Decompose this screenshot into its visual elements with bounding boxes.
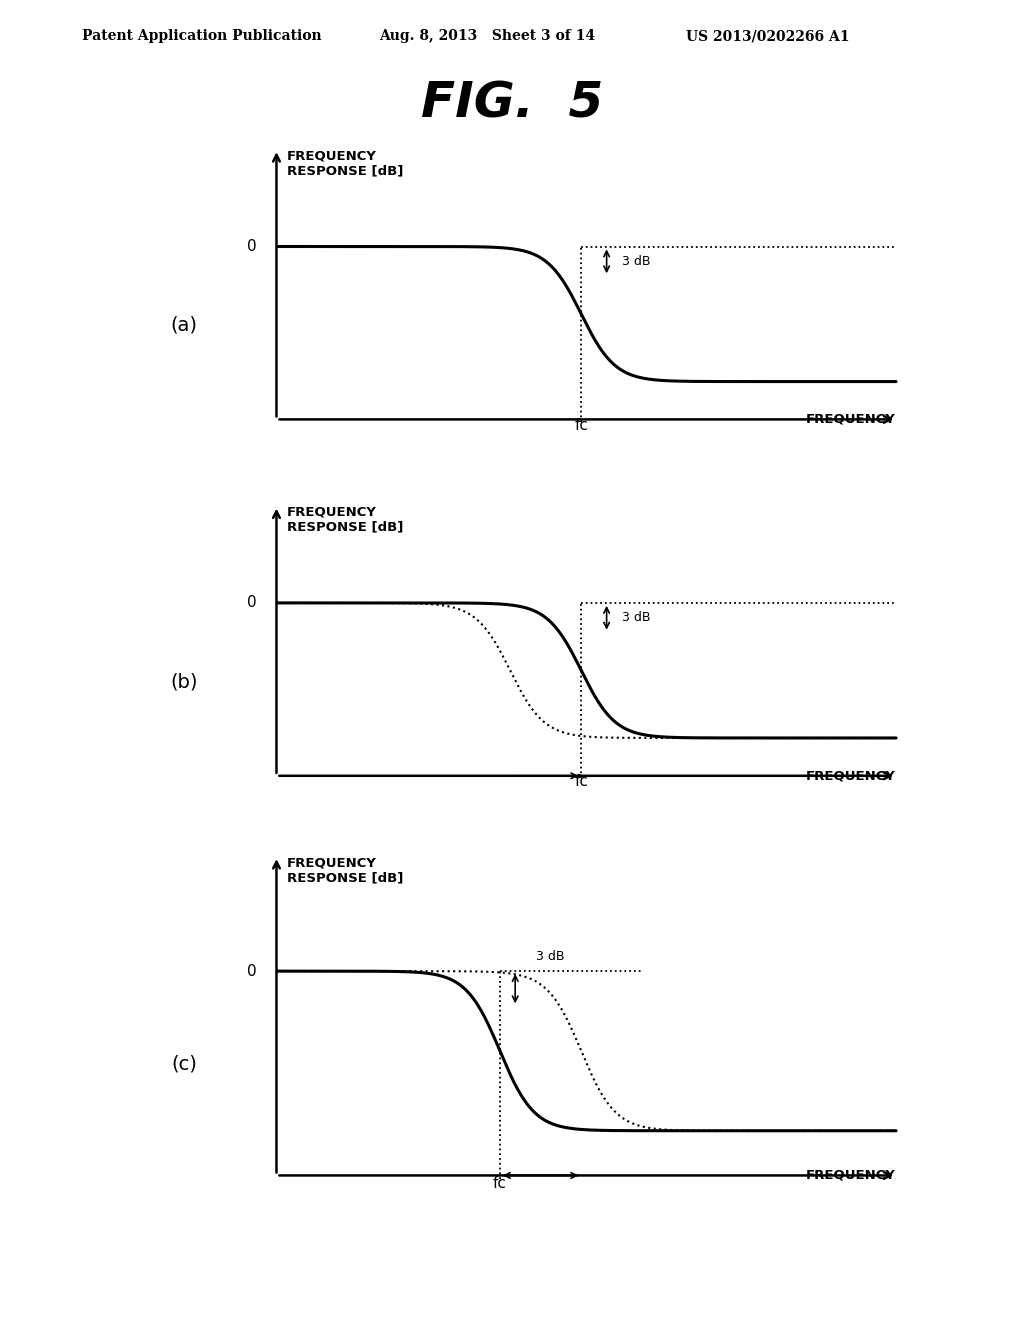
Text: 0: 0 — [247, 964, 256, 978]
Text: fc: fc — [574, 418, 588, 433]
Text: (c): (c) — [171, 1055, 198, 1073]
Text: fc: fc — [574, 775, 588, 789]
Text: (a): (a) — [171, 315, 198, 335]
Text: US 2013/0202266 A1: US 2013/0202266 A1 — [686, 29, 850, 44]
Text: FREQUENCY
RESPONSE [dB]: FREQUENCY RESPONSE [dB] — [287, 149, 403, 177]
Text: 0: 0 — [247, 595, 256, 610]
Text: FREQUENCY
RESPONSE [dB]: FREQUENCY RESPONSE [dB] — [287, 857, 403, 884]
Text: 0: 0 — [247, 239, 256, 253]
Text: FIG.  5: FIG. 5 — [421, 79, 603, 127]
Text: FREQUENCY
RESPONSE [dB]: FREQUENCY RESPONSE [dB] — [287, 506, 403, 533]
Text: 3 dB: 3 dB — [622, 611, 650, 624]
Text: 3 dB: 3 dB — [622, 255, 650, 268]
Text: FREQUENCY: FREQUENCY — [806, 413, 896, 426]
Text: FREQUENCY: FREQUENCY — [806, 1170, 896, 1181]
Text: FREQUENCY: FREQUENCY — [806, 770, 896, 783]
Text: Patent Application Publication: Patent Application Publication — [82, 29, 322, 44]
Text: fc: fc — [493, 1176, 507, 1192]
Text: 3 dB: 3 dB — [536, 950, 564, 964]
Text: Aug. 8, 2013   Sheet 3 of 14: Aug. 8, 2013 Sheet 3 of 14 — [379, 29, 595, 44]
Text: (b): (b) — [171, 672, 198, 692]
